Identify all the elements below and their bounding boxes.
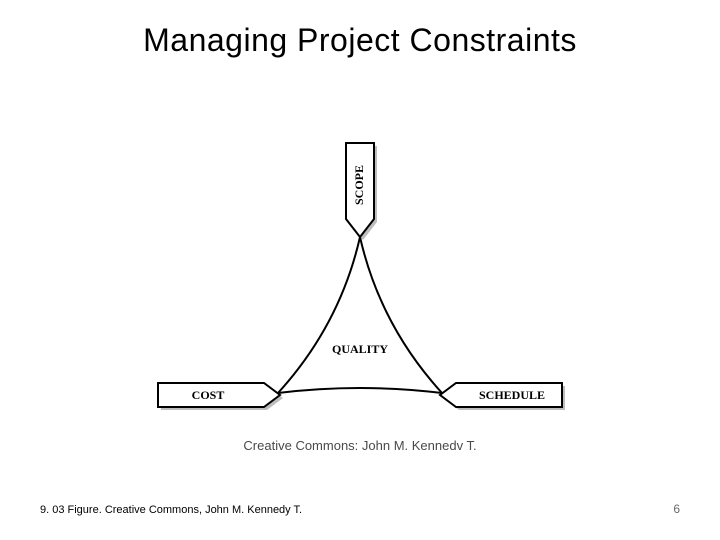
diagram-caption: Creative Commons: John M. Kennedv T.: [243, 438, 476, 453]
footnote: 9. 03 Figure. Creative Commons, John M. …: [40, 504, 302, 516]
page-number: 6: [673, 502, 680, 516]
diagram-svg: SCOPE COST SCHEDULE QUALITY: [150, 135, 570, 435]
constraint-triangle-diagram: SCOPE COST SCHEDULE QUALITY: [150, 135, 570, 435]
quality-label: QUALITY: [332, 342, 388, 356]
triangle-right-side: [360, 237, 442, 393]
triangle-base: [278, 388, 442, 393]
cost-label: COST: [192, 388, 225, 402]
scope-label: SCOPE: [352, 165, 366, 205]
triangle-left-side: [278, 237, 360, 393]
slide-title: Managing Project Constraints: [0, 22, 720, 59]
schedule-label: SCHEDULE: [479, 388, 545, 402]
